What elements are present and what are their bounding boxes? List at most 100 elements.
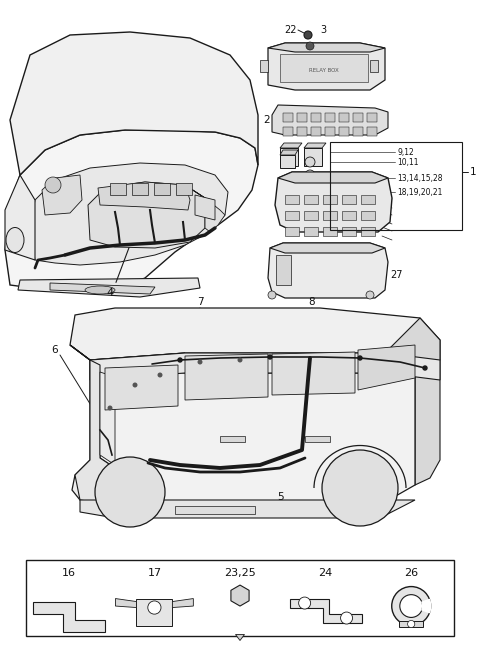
Polygon shape xyxy=(5,175,35,260)
Polygon shape xyxy=(280,148,298,166)
Polygon shape xyxy=(304,143,326,148)
Bar xyxy=(325,127,335,136)
Polygon shape xyxy=(88,182,205,248)
Polygon shape xyxy=(358,345,415,390)
Bar xyxy=(304,195,318,204)
Circle shape xyxy=(322,450,398,526)
Polygon shape xyxy=(385,318,440,485)
Bar xyxy=(342,211,356,220)
Bar xyxy=(283,113,293,122)
Text: 27: 27 xyxy=(390,270,403,280)
Ellipse shape xyxy=(85,286,115,294)
Polygon shape xyxy=(278,172,388,183)
Bar xyxy=(305,436,330,442)
Polygon shape xyxy=(116,598,136,607)
Polygon shape xyxy=(280,155,295,168)
Circle shape xyxy=(108,405,112,411)
Circle shape xyxy=(268,355,272,359)
Bar xyxy=(370,60,378,72)
Bar xyxy=(361,211,375,220)
Circle shape xyxy=(341,612,353,624)
Circle shape xyxy=(238,358,242,363)
Circle shape xyxy=(132,382,137,388)
Polygon shape xyxy=(30,163,228,265)
Bar xyxy=(367,113,377,122)
Circle shape xyxy=(352,480,368,496)
Polygon shape xyxy=(98,182,190,210)
Text: 16: 16 xyxy=(62,567,76,577)
Circle shape xyxy=(366,291,374,299)
Circle shape xyxy=(408,621,415,628)
Polygon shape xyxy=(10,32,258,175)
Text: 3: 3 xyxy=(320,25,326,35)
Polygon shape xyxy=(100,372,115,465)
Circle shape xyxy=(157,373,163,377)
Bar xyxy=(323,195,337,204)
Bar xyxy=(311,127,321,136)
Polygon shape xyxy=(304,148,322,166)
Polygon shape xyxy=(80,500,415,518)
Text: 23,25: 23,25 xyxy=(224,567,256,577)
Polygon shape xyxy=(154,183,170,195)
Bar xyxy=(283,127,293,136)
Polygon shape xyxy=(268,43,385,52)
Polygon shape xyxy=(272,352,355,395)
Bar xyxy=(311,113,321,122)
Circle shape xyxy=(45,177,61,193)
Polygon shape xyxy=(75,360,115,505)
Polygon shape xyxy=(105,365,178,410)
Circle shape xyxy=(305,170,315,180)
Bar xyxy=(339,113,349,122)
Polygon shape xyxy=(5,130,258,292)
Polygon shape xyxy=(270,243,385,253)
Bar xyxy=(285,195,299,204)
Text: 4: 4 xyxy=(107,288,114,298)
Polygon shape xyxy=(275,172,392,232)
Bar xyxy=(26,560,454,636)
Text: 17: 17 xyxy=(147,567,161,577)
Bar xyxy=(342,227,356,236)
Polygon shape xyxy=(172,598,193,607)
Text: 24: 24 xyxy=(318,567,333,577)
Text: 22: 22 xyxy=(285,25,297,35)
Circle shape xyxy=(95,457,165,527)
Text: RELAY BOX: RELAY BOX xyxy=(309,68,339,73)
Bar xyxy=(325,113,335,122)
Circle shape xyxy=(197,359,203,365)
Bar xyxy=(361,227,375,236)
Circle shape xyxy=(305,157,315,167)
Polygon shape xyxy=(231,585,249,606)
Bar xyxy=(280,54,368,82)
Circle shape xyxy=(299,597,311,609)
Text: 2: 2 xyxy=(264,115,270,125)
Polygon shape xyxy=(268,243,388,298)
Circle shape xyxy=(268,291,276,299)
Text: 10,11: 10,11 xyxy=(397,157,419,167)
Circle shape xyxy=(304,31,312,39)
Circle shape xyxy=(110,472,150,512)
Bar xyxy=(330,142,462,230)
Circle shape xyxy=(338,466,382,510)
Circle shape xyxy=(358,356,362,360)
Bar xyxy=(353,127,363,136)
Text: 26: 26 xyxy=(404,567,418,577)
Polygon shape xyxy=(90,353,440,380)
Polygon shape xyxy=(272,105,388,135)
Polygon shape xyxy=(280,143,302,148)
Bar xyxy=(361,195,375,204)
Polygon shape xyxy=(110,183,126,195)
Polygon shape xyxy=(399,621,423,627)
Text: 7: 7 xyxy=(197,297,204,307)
Text: 9,12: 9,12 xyxy=(397,148,414,157)
Polygon shape xyxy=(195,195,215,220)
Circle shape xyxy=(400,594,422,617)
Text: 8: 8 xyxy=(309,297,315,307)
Polygon shape xyxy=(176,183,192,195)
Circle shape xyxy=(392,586,431,626)
Text: 13,14,15,28: 13,14,15,28 xyxy=(397,173,443,182)
Circle shape xyxy=(306,42,314,50)
Polygon shape xyxy=(236,634,244,640)
Polygon shape xyxy=(280,150,298,155)
Polygon shape xyxy=(289,598,361,623)
Bar xyxy=(285,227,299,236)
